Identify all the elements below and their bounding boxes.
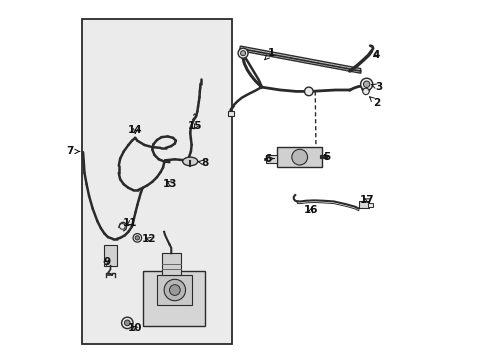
Circle shape xyxy=(363,81,369,87)
Text: 15: 15 xyxy=(188,121,203,131)
Bar xyxy=(228,111,233,116)
Text: 13: 13 xyxy=(163,179,178,189)
Circle shape xyxy=(164,279,185,301)
Bar xyxy=(142,271,205,327)
Bar xyxy=(367,203,372,207)
Bar xyxy=(358,202,368,208)
Bar xyxy=(104,245,117,266)
Bar xyxy=(82,19,231,344)
Bar xyxy=(162,253,181,275)
Ellipse shape xyxy=(183,157,197,166)
Text: 3: 3 xyxy=(371,82,381,92)
Circle shape xyxy=(291,149,307,165)
Bar xyxy=(157,275,192,305)
Circle shape xyxy=(304,87,312,96)
Polygon shape xyxy=(240,46,360,73)
Circle shape xyxy=(361,84,369,92)
Circle shape xyxy=(169,285,180,296)
Text: 4: 4 xyxy=(372,50,380,60)
Text: 12: 12 xyxy=(141,234,156,244)
Text: 8: 8 xyxy=(198,158,208,168)
Text: 2: 2 xyxy=(369,97,380,108)
Circle shape xyxy=(119,224,125,229)
Circle shape xyxy=(135,236,139,240)
Circle shape xyxy=(362,88,368,95)
Circle shape xyxy=(122,317,133,329)
Text: 16: 16 xyxy=(303,205,318,215)
Text: 11: 11 xyxy=(122,218,137,228)
Circle shape xyxy=(360,78,372,90)
Circle shape xyxy=(124,320,130,326)
Text: 5: 5 xyxy=(323,152,329,162)
Text: 10: 10 xyxy=(128,323,142,333)
Text: 1: 1 xyxy=(264,48,274,60)
Circle shape xyxy=(240,51,245,56)
Bar xyxy=(277,147,322,167)
Text: 9: 9 xyxy=(103,257,110,267)
Circle shape xyxy=(238,48,247,58)
Text: 17: 17 xyxy=(359,195,373,204)
Circle shape xyxy=(133,234,142,242)
Bar xyxy=(265,155,277,163)
Text: 6: 6 xyxy=(264,154,274,163)
Text: 14: 14 xyxy=(128,125,142,135)
Text: 7: 7 xyxy=(66,147,80,157)
